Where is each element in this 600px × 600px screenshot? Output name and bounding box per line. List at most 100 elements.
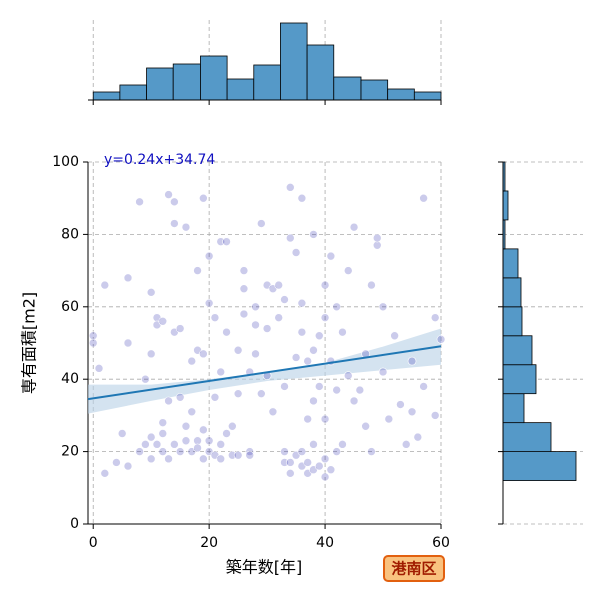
scatter-point <box>407 407 417 417</box>
scatter-point <box>332 385 341 395</box>
scatter-point <box>141 440 150 449</box>
scatter-point <box>164 190 173 199</box>
y-axis-label: 専有面積[m2] <box>20 292 39 394</box>
histogram-bar <box>280 22 308 101</box>
scatter-point <box>181 436 191 446</box>
scatter-point <box>210 392 220 402</box>
scatter-point <box>146 288 156 297</box>
scatter-point <box>251 302 260 312</box>
histogram-bar <box>387 88 415 101</box>
scatter-point <box>181 421 191 431</box>
scatter-point <box>343 266 353 275</box>
scatter-point <box>170 197 179 207</box>
scatter-point <box>257 389 266 398</box>
histogram-bar <box>172 63 201 101</box>
scatter-point <box>349 396 359 406</box>
histogram-bar <box>253 64 281 101</box>
scatter-point <box>338 327 347 337</box>
scatter-point <box>384 414 394 424</box>
scatter-point <box>222 429 231 438</box>
scatter-point <box>158 316 168 326</box>
scatter-point <box>280 447 289 456</box>
scatter-point <box>146 432 156 442</box>
scatter-point <box>280 295 289 304</box>
scatter-point <box>216 454 226 464</box>
scatter-point <box>291 248 301 257</box>
scatter-point <box>314 331 324 341</box>
scatter-point <box>413 432 423 442</box>
x-tick-label: 40 <box>316 535 334 551</box>
scatter-point <box>199 454 208 464</box>
scatter-point <box>430 313 440 322</box>
annotation: y=0.24x+34.74 <box>104 152 215 168</box>
scatter-point <box>309 230 318 239</box>
scatter-point <box>164 454 173 464</box>
scatter-point <box>245 450 255 460</box>
scatter-point <box>94 364 104 373</box>
scatter-point <box>361 421 370 431</box>
scatter-point <box>164 396 173 406</box>
scatter-point <box>343 371 353 380</box>
scatter-point <box>100 280 110 290</box>
histogram-bar <box>360 79 389 101</box>
scatter-point <box>175 324 185 333</box>
scatter-point <box>390 331 399 341</box>
histogram-bar <box>502 393 525 424</box>
badge: 港南区 <box>391 560 436 578</box>
histogram-bar <box>502 364 537 395</box>
scatter-point <box>239 266 249 275</box>
scatter-point <box>320 454 330 464</box>
histogram-bar <box>200 55 228 101</box>
scatter-point <box>204 251 214 261</box>
scatter-point <box>175 392 185 402</box>
scatter-point <box>135 197 144 207</box>
scatter-point <box>419 382 428 391</box>
scatter-point <box>146 454 156 464</box>
scatter-point <box>123 273 133 283</box>
histogram-bar <box>502 190 509 221</box>
scatter-point <box>285 458 295 467</box>
scatter-point <box>419 193 428 203</box>
badge-box <box>383 555 445 582</box>
x-tick-label: 20 <box>200 535 218 551</box>
x-axis-label: 築年数[年] <box>226 558 303 577</box>
scatter-point <box>257 219 266 228</box>
scatter-point <box>193 266 202 275</box>
scatter-point <box>187 356 197 366</box>
scatter-point <box>170 440 179 449</box>
scatter-point <box>239 284 249 294</box>
y-tick-label: 20 <box>61 444 79 460</box>
x-tick-label: 60 <box>432 535 450 551</box>
scatter-point <box>123 338 133 348</box>
scatter-point <box>297 298 307 308</box>
scatter-point <box>233 345 243 355</box>
scatter-point <box>372 240 382 250</box>
scatter-point <box>175 447 185 456</box>
scatter-point <box>314 382 324 391</box>
scatter-point <box>285 233 295 243</box>
scatter-point <box>135 447 144 456</box>
scatter-point <box>88 331 98 341</box>
histogram-bar <box>502 422 552 453</box>
scatter-point <box>291 353 301 362</box>
scatter-point <box>222 237 231 246</box>
scatter-point <box>210 313 220 322</box>
scatter-point <box>117 429 127 438</box>
scatter-point <box>285 469 295 478</box>
scatter-point <box>326 251 336 261</box>
scatter-point <box>314 461 324 471</box>
scatter-point <box>303 458 312 467</box>
scatter-point <box>367 447 376 456</box>
scatter-point <box>216 367 226 377</box>
scatter-point <box>338 440 347 449</box>
histogram-bar <box>502 248 519 279</box>
scatter-point <box>239 309 249 319</box>
histogram-bar <box>333 76 362 101</box>
confidence-band <box>88 328 441 414</box>
scatter-point <box>251 349 260 359</box>
scatter-point <box>262 324 272 333</box>
scatter-point <box>152 440 162 449</box>
histogram-bar <box>502 277 522 308</box>
scatter-point <box>309 345 318 355</box>
